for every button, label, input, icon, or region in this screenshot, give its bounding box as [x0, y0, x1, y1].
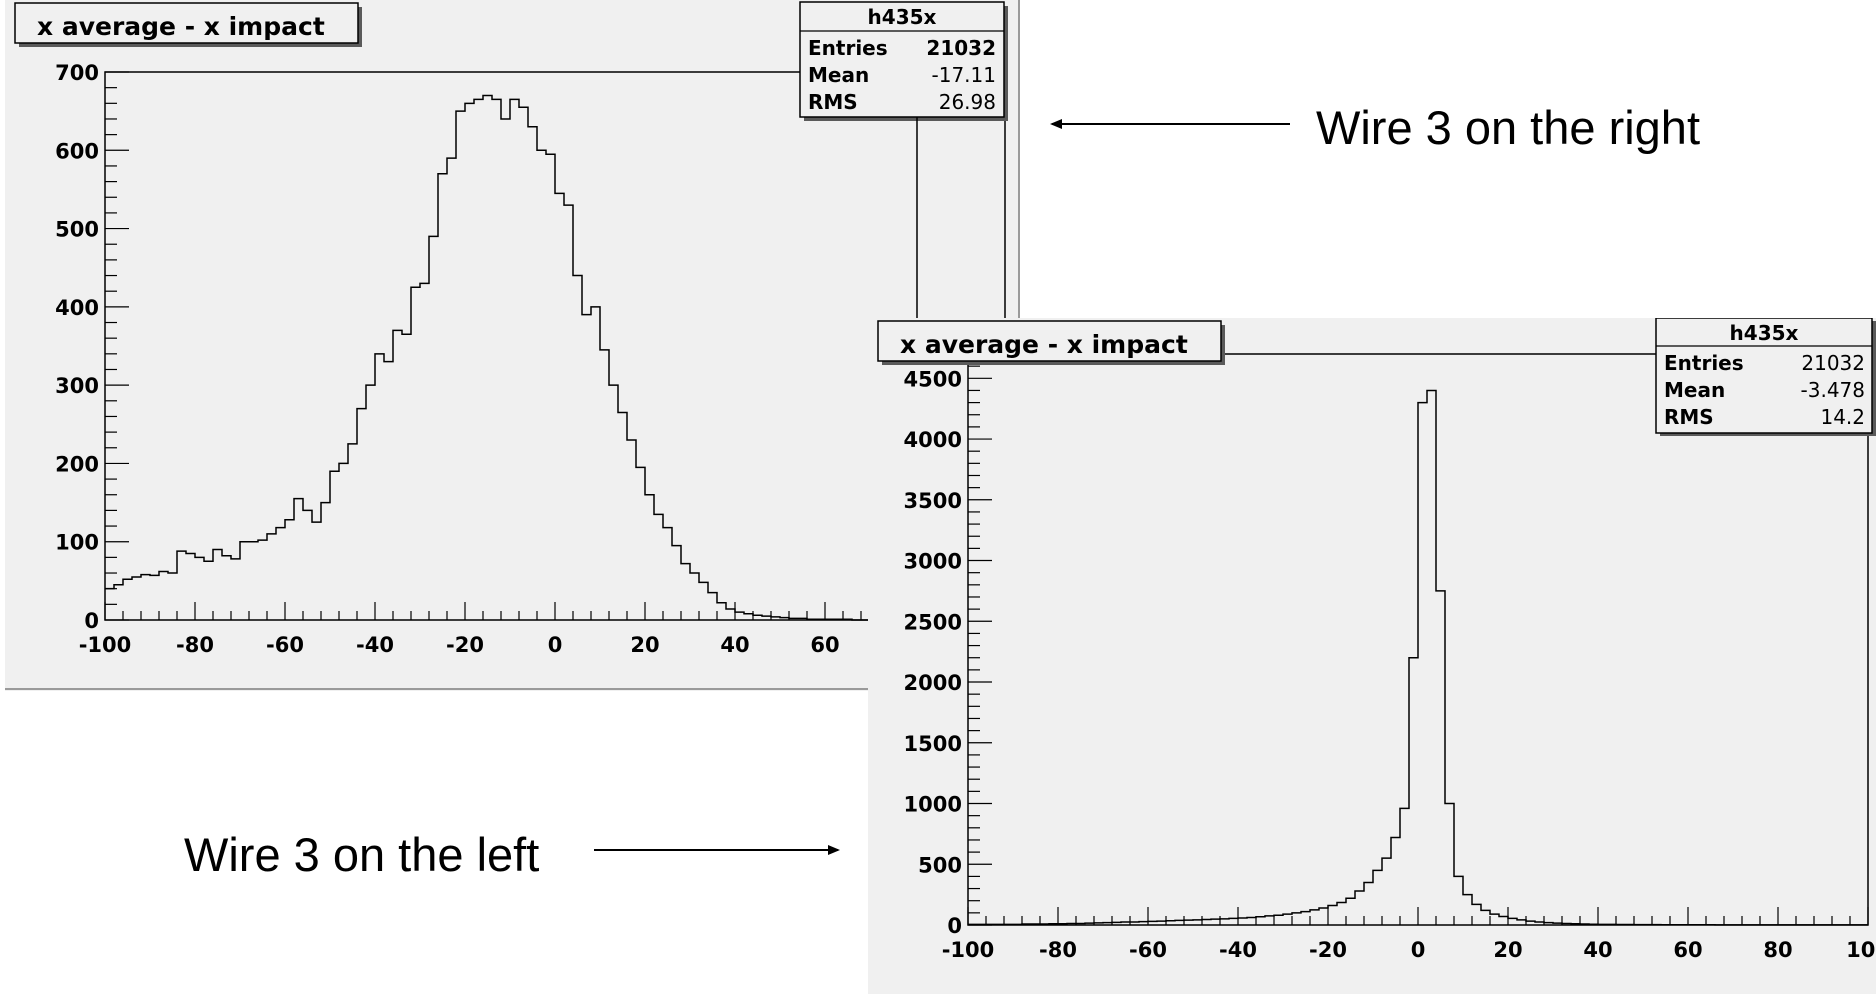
chart-title: x average - x impact: [37, 12, 325, 41]
stats-label-rms: RMS: [808, 90, 858, 114]
x-tick-label: 20: [1493, 938, 1522, 962]
y-tick-label: 300: [55, 374, 99, 398]
stats-value-rms: 14.2: [1820, 405, 1865, 429]
y-tick-label: 700: [55, 61, 99, 85]
stats-name: h435x: [868, 5, 937, 29]
x-tick-label: -100: [79, 633, 132, 657]
histogram-line: [968, 389, 1868, 926]
y-tick-label: 200: [55, 452, 99, 476]
stats-value-rms: 26.98: [939, 90, 996, 114]
x-tick-label: 80: [1763, 938, 1792, 962]
x-tick-label: 40: [720, 633, 749, 657]
y-tick-label: 2500: [904, 610, 962, 634]
stats-label-rms: RMS: [1664, 405, 1714, 429]
stats-box: h435x Entries 21032 Mean -17.11 RMS 26.9…: [799, 1, 1008, 121]
stats-box-frame: [799, 1, 1005, 118]
y-tick-label: 1500: [904, 732, 962, 756]
stats-label-entries: Entries: [808, 36, 888, 60]
y-tick-label: 600: [55, 139, 99, 163]
title-box: [877, 320, 1222, 362]
x-tick-label: 0: [1411, 938, 1426, 962]
y-tick-label: 500: [918, 853, 962, 877]
y-tick-label: 100: [55, 531, 99, 555]
x-tick-label: 100: [1846, 938, 1876, 962]
y-tick-label: 1000: [904, 793, 962, 817]
y-tick-label: 2000: [904, 671, 962, 695]
histogram-chart-wire3-left: -100 -80 -60 -40 -20 0 20 40 60 80 100 0 500 1000 150…: [868, 318, 1876, 994]
annotation-wire3-right: Wire 3 on the right: [1316, 101, 1701, 154]
x-tick-label: -40: [356, 633, 394, 657]
x-tick-label: 20: [630, 633, 659, 657]
stats-box: h435x Entries 21032 Mean -3.478 RMS 14.2: [1655, 318, 1876, 436]
stats-label-mean: Mean: [808, 63, 869, 87]
stats-label-entries: Entries: [1664, 351, 1744, 375]
histogram-line: [105, 94, 1005, 621]
chart-title: x average - x impact: [900, 330, 1188, 359]
title-box: [14, 2, 359, 44]
x-tick-label: -60: [1129, 938, 1167, 962]
stats-value-entries: 21032: [926, 36, 996, 60]
x-tick-label: 60: [1673, 938, 1702, 962]
x-tick-label: -80: [1039, 938, 1077, 962]
y-tick-label: 500: [55, 218, 99, 242]
y-tick-label: 3000: [904, 550, 962, 574]
stats-value-entries: 21032: [1801, 351, 1865, 375]
x-tick-label: -20: [446, 633, 484, 657]
y-tick-label: 400: [55, 296, 99, 320]
stats-value-mean: -17.11: [932, 63, 996, 87]
y-tick-label: 4500: [904, 367, 962, 391]
stats-name: h435x: [1730, 321, 1799, 345]
x-tick-label: 60: [810, 633, 839, 657]
x-tick-label: 0: [548, 633, 563, 657]
x-tick-label: -100: [942, 938, 995, 962]
x-tick-label: -20: [1309, 938, 1347, 962]
y-tick-label: 4000: [904, 428, 962, 452]
x-tick-label: -40: [1219, 938, 1257, 962]
y-axis: 0 500 1000 1500 2000 2500 3000 3500 4000 4500: [904, 353, 992, 938]
y-tick-label: 0: [84, 609, 99, 633]
x-tick-label: 40: [1583, 938, 1612, 962]
y-tick-label: 0: [947, 914, 962, 938]
x-axis: -100 -80 -60 -40 -20 0 20 40 60 80 100: [942, 907, 1876, 962]
stats-box-frame: [1655, 318, 1873, 434]
y-tick-label: 3500: [904, 489, 962, 513]
x-tick-label: -80: [176, 633, 214, 657]
x-tick-label: -60: [266, 633, 304, 657]
annotation-wire3-left: Wire 3 on the left: [184, 828, 540, 881]
y-axis: 0 100 200 300 400 500 600 700: [55, 61, 129, 633]
stats-label-mean: Mean: [1664, 378, 1725, 402]
stats-value-mean: -3.478: [1801, 378, 1865, 402]
